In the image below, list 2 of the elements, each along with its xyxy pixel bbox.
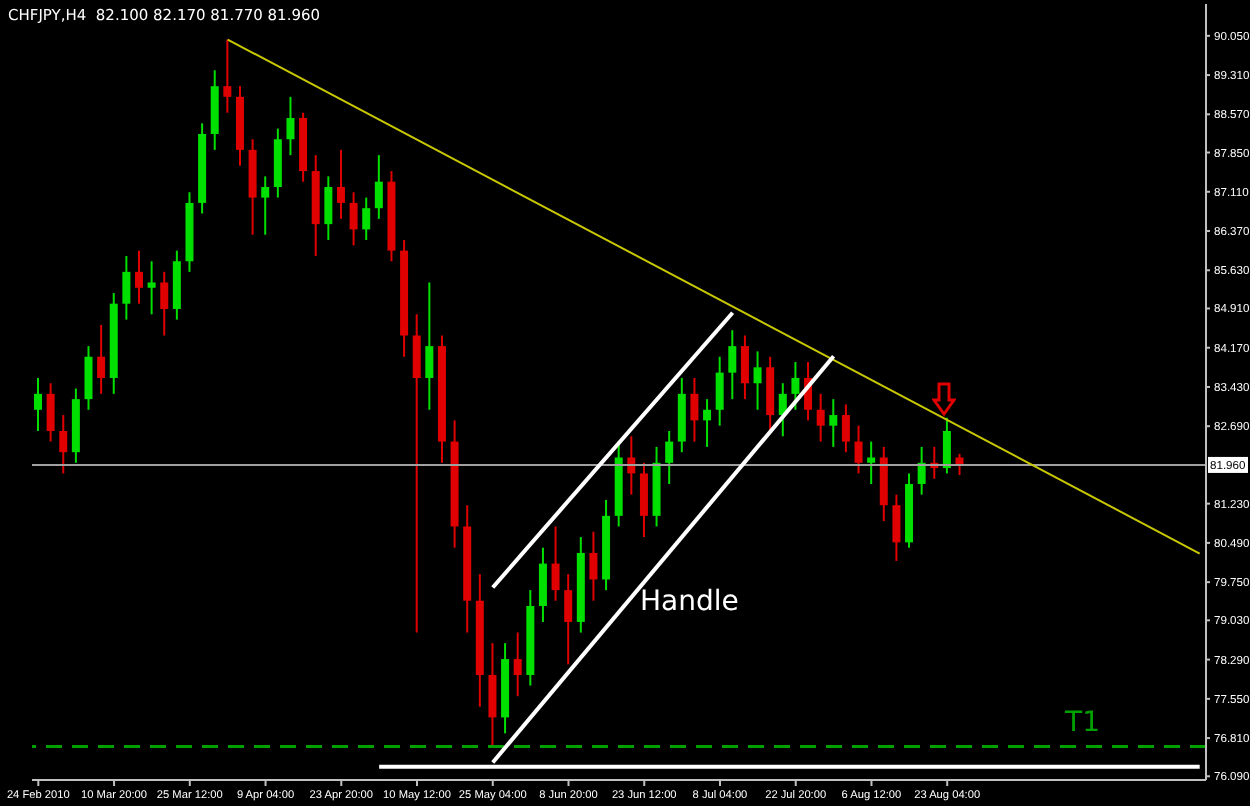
ref-line-label: T1 (1063, 706, 1101, 739)
annotation: Handle (640, 586, 739, 618)
